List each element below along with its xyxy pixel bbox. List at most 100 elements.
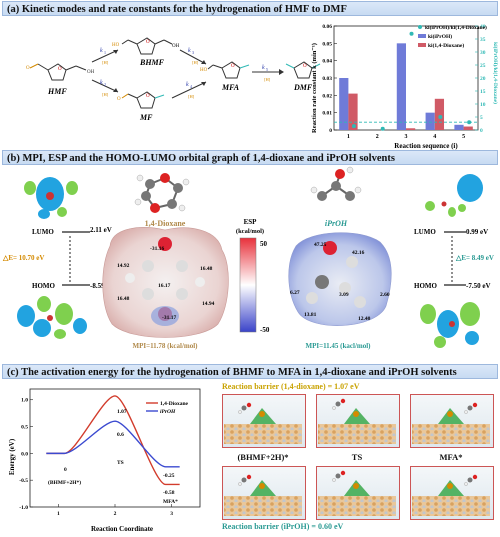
- energy-label-e4: -0.58: [163, 490, 175, 496]
- ipr-lumo-orbital: [425, 174, 483, 217]
- y2-tick-label: 5: [480, 115, 483, 121]
- dioxane-mpi: MPI=11.78 (kcal/mol): [132, 342, 198, 350]
- bar-dioxane: [406, 128, 416, 130]
- bar-dioxane: [348, 93, 358, 130]
- ipr-esp-label-7: 12.40: [358, 316, 371, 322]
- mf-label: MF: [139, 113, 153, 122]
- legend-swatch-dio: [418, 43, 426, 47]
- dioxane-esp-label-1: -31.16: [150, 246, 164, 252]
- energy-label-end: MFA*: [163, 499, 178, 505]
- x-tick-label: 2: [376, 134, 379, 140]
- ipr-ball-stick: [310, 166, 362, 201]
- energy-label-e2: 0.6: [117, 432, 124, 438]
- structure-dioxane-initial: [222, 394, 306, 448]
- chart-legend: ki(iPrOH)/ki(1,4-Dioxane) ki(iPrOH) ki(1…: [418, 24, 487, 49]
- dioxane-homo-orbital: [17, 296, 87, 339]
- energy-label-e0: 0: [64, 467, 67, 473]
- svg-text:5: 5: [266, 67, 268, 72]
- right-lumo-label: LUMO: [414, 228, 436, 236]
- left-gap-label: △E= 10.70 eV: [2, 254, 44, 262]
- bar-ipr: [454, 124, 464, 130]
- y-tick-label: 0.06: [322, 24, 332, 30]
- legend-dioxane: 1,4-Dioxane: [160, 401, 189, 407]
- bar-ipr: [396, 43, 406, 130]
- dioxane-esp-label-4: 16.48: [117, 296, 130, 302]
- y-tick-label: 0: [329, 128, 332, 134]
- y2-tick-label: 35: [480, 37, 486, 43]
- svg-text:1: 1: [104, 50, 106, 55]
- bar-dioxane: [434, 98, 445, 130]
- svg-text:HO: HO: [200, 68, 208, 73]
- y-tick-label: 0.04: [322, 59, 332, 65]
- legend-marker-ratio: [418, 25, 422, 29]
- energy-x-tick-label: 3: [170, 511, 173, 517]
- structure-dioxane-final: [410, 394, 494, 448]
- chart-xlabel: Reaction sequence (i): [394, 142, 458, 150]
- y2-tick-label: 10: [480, 102, 486, 108]
- rate-constant-chart: Reaction rate constant k (min⁻¹) Reactio…: [311, 24, 499, 150]
- svg-text:k: k: [100, 80, 103, 86]
- svg-text:O: O: [231, 64, 235, 69]
- dioxane-esp-label-6: 14.94: [202, 301, 215, 307]
- dioxane-lumo-orbital: [24, 177, 78, 219]
- energy-xlabel: Reaction Coordinate: [91, 525, 153, 533]
- svg-text:2: 2: [104, 82, 106, 87]
- energy-curve-ipr: [46, 420, 180, 468]
- x-tick-label: 1: [347, 134, 350, 140]
- right-homo-value: -7.50 eV: [466, 282, 491, 290]
- svg-text:O: O: [303, 64, 307, 69]
- hmf-label: HMF: [47, 87, 67, 96]
- svg-text:O: O: [26, 66, 30, 71]
- x-tick-label: 5: [462, 134, 465, 140]
- x-tick-label: 4: [433, 134, 436, 140]
- energy-y-tick-label: 0.5: [21, 425, 28, 431]
- panel-b-title: (b) MPI, ESP and the HOMO-LUMO orbital g…: [2, 150, 498, 165]
- ipr-esp-surface: [288, 232, 392, 326]
- y-tick-label: 0.05: [322, 41, 332, 47]
- ipr-esp-label-6: 13.81: [304, 312, 317, 318]
- y2-tick-label: 20: [480, 76, 486, 82]
- ratio-point: [351, 124, 356, 129]
- ipr-name: iPrOH: [325, 219, 348, 228]
- svg-text:k: k: [262, 65, 265, 71]
- y-tick-label: 0.01: [322, 111, 332, 117]
- svg-text:O: O: [146, 94, 150, 99]
- svg-text:[H]: [H]: [102, 92, 109, 97]
- svg-text:O: O: [117, 97, 121, 102]
- structure-ipr-ts: [316, 466, 400, 520]
- y-tick-label: 0.03: [322, 76, 332, 82]
- dioxane-esp-label-3: 16.17: [158, 283, 171, 289]
- svg-text:k: k: [188, 48, 191, 54]
- energy-label-e1: 1.07: [117, 409, 127, 415]
- energy-x-tick-label: 2: [114, 511, 117, 517]
- svg-text:[H]: [H]: [102, 60, 109, 65]
- y2-tick-label: 25: [480, 63, 486, 69]
- ipr-esp-label-1: 47.25: [314, 242, 327, 248]
- svg-text:[H]: [H]: [192, 60, 199, 65]
- panel-a-title: (a) Kinetic modes and rate constants for…: [2, 1, 498, 16]
- energy-legend: 1,4-Dioxane iPrOH: [146, 401, 189, 415]
- energy-label-start: (BHMF+2H*): [48, 479, 81, 486]
- legend-label-ipr: ki(iPrOH): [428, 33, 452, 40]
- energy-ylabel: Energy (eV): [8, 438, 16, 475]
- ipr-mpi: MPI=11.45 (kacl/mol): [305, 342, 371, 350]
- barrier-ipr-label: Reaction barrier (iPrOH) = 0.60 eV: [222, 522, 344, 531]
- svg-text:k: k: [100, 48, 103, 54]
- svg-text:[H]: [H]: [188, 94, 195, 99]
- energy-y-tick-label: -0.5: [19, 478, 28, 484]
- ratio-point: [409, 31, 414, 36]
- right-lumo-value: 0.99 eV: [466, 228, 488, 236]
- energy-y-tick-label: 1.0: [21, 398, 28, 404]
- dioxane-esp-label-7: -31.17: [162, 315, 176, 321]
- ipr-esp-label-5: 2.60: [380, 292, 390, 298]
- ipr-homo-orbital: [420, 302, 480, 348]
- hmf-molecule: [29, 63, 87, 81]
- legend-ipr: iPrOH: [160, 409, 176, 415]
- x-tick-label: 3: [405, 134, 408, 140]
- svg-text:OH: OH: [87, 70, 95, 75]
- svg-text:O: O: [146, 40, 150, 45]
- y2-tick-label: 15: [480, 89, 486, 95]
- dioxane-esp-label-5: 16.48: [200, 266, 213, 272]
- legend-label-dio: ki(1,4-Dioxane): [428, 42, 464, 49]
